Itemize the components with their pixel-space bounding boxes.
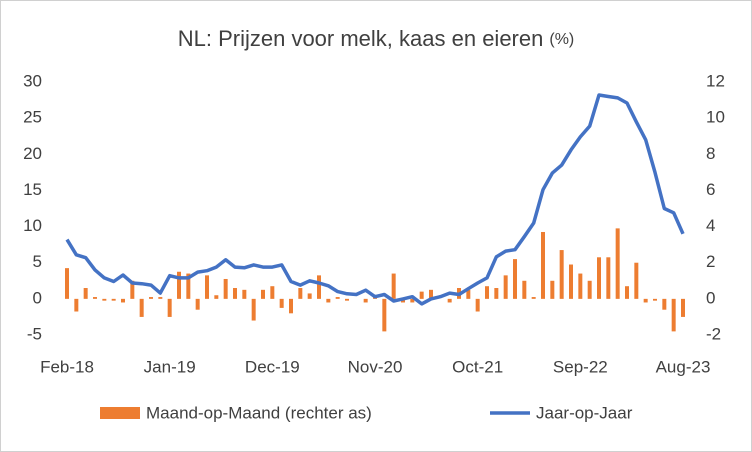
y-tick-label: 30 [23,71,42,90]
bar [298,288,303,299]
y2-tick-label: 2 [706,252,715,271]
x-tick-label: Feb-18 [40,357,94,376]
bar [307,293,312,299]
bar [270,286,275,299]
bar [317,275,321,299]
bar [74,298,79,312]
bar [242,289,247,299]
bar [121,298,125,303]
bar [130,280,135,299]
bar [279,298,284,308]
bar [643,298,648,303]
bar [597,257,601,299]
bar [251,298,256,321]
x-tick-label: Oct-21 [452,357,503,376]
bar [391,273,396,299]
bar [662,298,667,310]
x-tick-label: Aug-23 [656,357,711,376]
y2-tick-label: 4 [706,216,715,235]
bar [485,286,489,299]
bar [578,273,583,299]
x-tick-label: Sep-22 [553,357,608,376]
bar [550,280,555,299]
bar [111,298,116,301]
bar [149,297,153,299]
bar [289,298,293,314]
bar [102,298,107,301]
bar [326,298,331,303]
bar [139,298,144,317]
bar [653,298,657,301]
bar [513,259,517,299]
bar [382,298,387,332]
bar [410,298,415,303]
y-tick-label: 5 [33,252,42,271]
bar [345,298,349,301]
bar [503,275,508,299]
bar [475,298,480,312]
y-tick-label: 10 [23,216,42,235]
bar [186,273,191,299]
title-text: NL: Prijzen voor melk, kaas en eieren [178,26,544,51]
bar [531,297,536,299]
legend-swatch [100,407,140,419]
chart-title: NL: Prijzen voor melk, kaas en eieren (%) [178,26,575,51]
bar [541,231,545,299]
bar [466,289,471,299]
x-tick-label: Jan-19 [144,357,196,376]
y-tick-label: 25 [23,108,42,127]
bar [569,264,573,299]
y2-tick-label: 12 [706,71,725,90]
bar [261,289,265,299]
bar [615,228,620,299]
title-unit: (%) [549,31,574,48]
y2-tick-label: 0 [706,288,715,307]
y-tick-label: 15 [23,180,42,199]
bar [167,298,172,317]
bar [429,289,433,299]
legend-label: Jaar-op-Jaar [536,403,633,422]
bar [606,257,611,299]
y2-tick-label: -2 [706,324,721,343]
bar [214,295,219,299]
bar [419,291,424,299]
bar [335,297,340,299]
bar [522,280,527,299]
bar [681,298,685,317]
bar [447,298,452,303]
bar [559,250,564,299]
bar [671,298,676,332]
bar [625,286,629,299]
bar [363,298,368,303]
legend-label: Maand-op-Maand (rechter as) [146,403,372,422]
bar [223,278,228,299]
y2-tick-label: 8 [706,144,715,163]
y2-tick-label: 10 [706,108,725,127]
bar [233,288,237,299]
bar [195,298,200,310]
bar [205,275,209,299]
bar [634,262,639,299]
bar [93,297,97,299]
line [65,93,685,306]
bar [494,288,499,299]
bar [587,280,592,299]
bar [177,271,181,299]
x-tick-label: Dec-19 [245,357,300,376]
y2-tick-label: 6 [706,180,715,199]
x-tick-label: Nov-20 [348,357,403,376]
y-tick-label: 0 [33,288,42,307]
y-tick-label: -5 [27,324,42,343]
bar [65,268,69,299]
y-tick-label: 20 [23,144,42,163]
bar [83,288,88,299]
bar [158,297,163,299]
